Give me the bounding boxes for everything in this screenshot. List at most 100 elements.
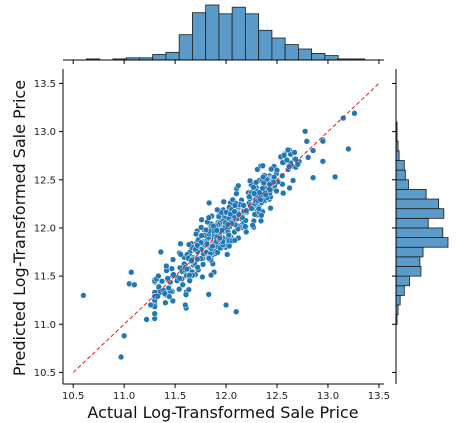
data-point: [197, 224, 205, 231]
data-point: [177, 251, 184, 258]
data-point: [291, 149, 298, 156]
data-point: [163, 262, 170, 270]
y-tick-label: 10.5: [34, 368, 56, 379]
data-point: [199, 273, 206, 281]
data-point: [209, 243, 216, 250]
data-point: [233, 308, 240, 315]
data-point: [214, 206, 221, 213]
data-point: [224, 221, 231, 228]
data-point: [202, 226, 210, 234]
data-point: [205, 199, 213, 207]
data-point: [161, 290, 168, 297]
y-histogram-bar: [395, 227, 444, 238]
data-point: [194, 242, 201, 249]
data-point: [168, 265, 175, 272]
data-point: [186, 277, 193, 284]
x-tick-label: 12.0: [215, 391, 237, 402]
data-point: [305, 154, 312, 161]
data-point: [157, 248, 164, 256]
x-histogram-bar: [192, 12, 207, 61]
x-histogram-bar: [311, 53, 326, 61]
y-histogram-bar: [395, 160, 405, 171]
data-point: [233, 190, 240, 197]
data-point: [303, 138, 310, 145]
data-point: [273, 166, 281, 174]
data-point: [255, 205, 262, 212]
data-point: [166, 293, 173, 300]
data-point: [280, 152, 288, 159]
data-point: [205, 255, 213, 262]
data-point: [126, 280, 133, 287]
data-point: [340, 114, 347, 122]
data-point: [289, 177, 297, 184]
data-point: [186, 272, 193, 279]
data-point: [194, 256, 201, 263]
data-point: [285, 163, 293, 170]
reference-diagonal-line: [72, 83, 380, 373]
y-axis-label: Predicted Log-Transformed Sale Price: [10, 80, 29, 376]
data-point: [198, 216, 205, 223]
x-histogram-bar: [245, 13, 260, 61]
x-tick-label: 10.5: [62, 391, 84, 402]
data-point: [231, 208, 238, 215]
data-point: [252, 179, 260, 186]
data-point: [262, 191, 269, 199]
data-point: [284, 146, 292, 154]
data-point: [240, 202, 247, 209]
y-histogram-bar: [395, 285, 405, 296]
x-histogram-bar: [258, 29, 273, 61]
data-point: [246, 177, 254, 184]
x-tick-label: 11.5: [164, 391, 186, 402]
data-point: [302, 128, 309, 135]
data-point: [259, 162, 266, 169]
y-histogram-bar: [395, 266, 422, 277]
x-histogram-bar: [152, 54, 167, 61]
y-histogram-bar: [395, 198, 440, 210]
data-point: [224, 251, 231, 258]
data-point: [154, 293, 161, 300]
x-histogram-bar: [231, 6, 246, 61]
data-point: [273, 187, 280, 195]
data-point: [164, 275, 171, 282]
data-point: [309, 147, 317, 154]
data-point: [259, 173, 267, 181]
data-point: [319, 138, 327, 145]
data-point: [183, 265, 191, 273]
data-point: [279, 172, 286, 179]
data-point: [198, 232, 205, 239]
x-histogram-bar: [205, 4, 220, 61]
data-point: [210, 222, 217, 230]
x-histogram-bar: [284, 44, 299, 61]
data-point: [331, 173, 339, 181]
y-histogram-bar: [395, 294, 401, 306]
data-point: [249, 222, 256, 229]
y-histogram-bar: [395, 256, 421, 267]
data-point: [205, 291, 212, 298]
data-point: [351, 110, 358, 117]
x-histogram-bar: [218, 13, 233, 61]
y-marginal-histogram: [395, 121, 449, 325]
y-histogram-bar: [395, 208, 445, 219]
data-point: [151, 310, 158, 317]
data-point: [80, 292, 87, 299]
data-point: [213, 227, 220, 234]
axes: 10.5 11.0 11.5 12.0 12.5 13.0 13.5 10.5 11.0 11.5…: [34, 59, 397, 402]
y-tick-label: 13.5: [34, 79, 56, 90]
data-point: [207, 271, 215, 279]
x-tick-label: 12.5: [266, 391, 288, 402]
data-point: [225, 231, 232, 239]
x-histogram-bar: [297, 48, 313, 61]
data-point: [205, 214, 213, 221]
data-point: [170, 271, 177, 278]
data-point: [158, 278, 166, 285]
data-point: [257, 196, 264, 203]
data-point: [246, 193, 253, 200]
data-point: [243, 228, 250, 236]
data-point: [194, 264, 201, 271]
data-point: [185, 286, 192, 293]
data-point: [292, 155, 299, 163]
x-histogram-bar: [165, 51, 180, 61]
data-point: [182, 291, 190, 298]
data-point: [169, 297, 176, 305]
